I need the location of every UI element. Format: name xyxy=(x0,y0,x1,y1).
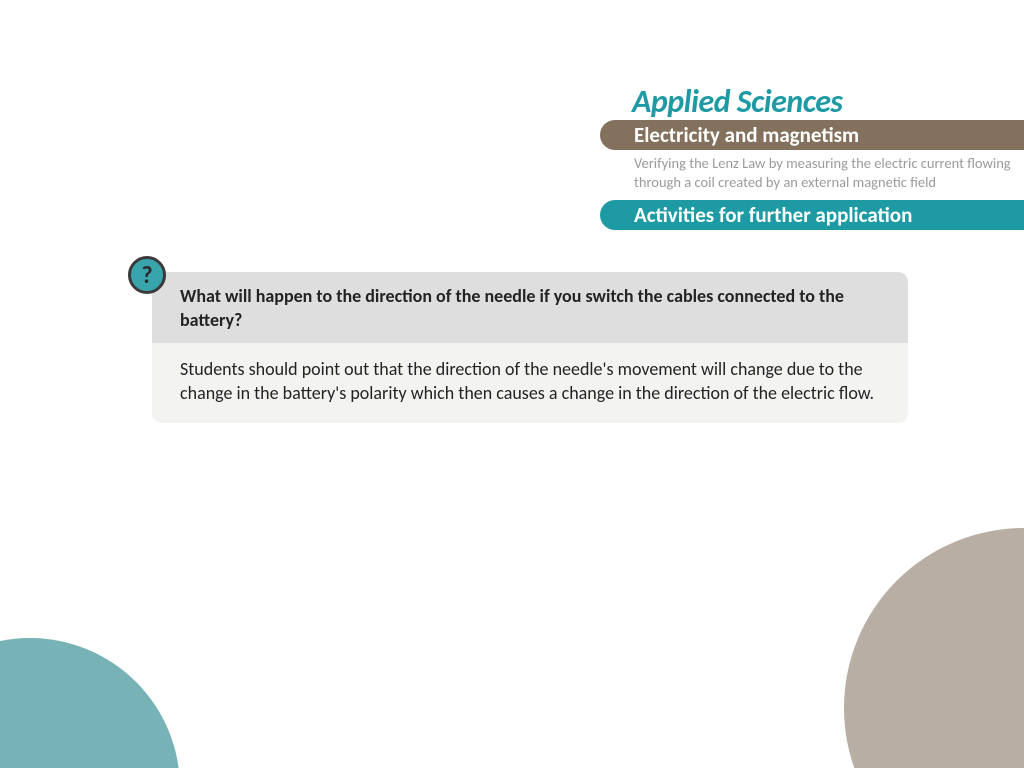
topic-bar: Electricity and magnetism xyxy=(600,120,1024,150)
question-mark-icon: ? xyxy=(128,256,166,294)
activities-bar: Activities for further application xyxy=(600,200,1024,230)
question-answer: Students should point out that the direc… xyxy=(152,343,908,424)
subtitle-text: Verifying the Lenz Law by measuring the … xyxy=(634,154,1014,192)
decorative-circle-right xyxy=(844,528,1024,768)
question-box: What will happen to the direction of the… xyxy=(152,272,908,423)
question-prompt: What will happen to the direction of the… xyxy=(152,272,908,343)
slide: Applied Sciences Electricity and magneti… xyxy=(0,0,1024,768)
page-title: Applied Sciences xyxy=(632,82,843,121)
decorative-circle-left xyxy=(0,638,180,768)
